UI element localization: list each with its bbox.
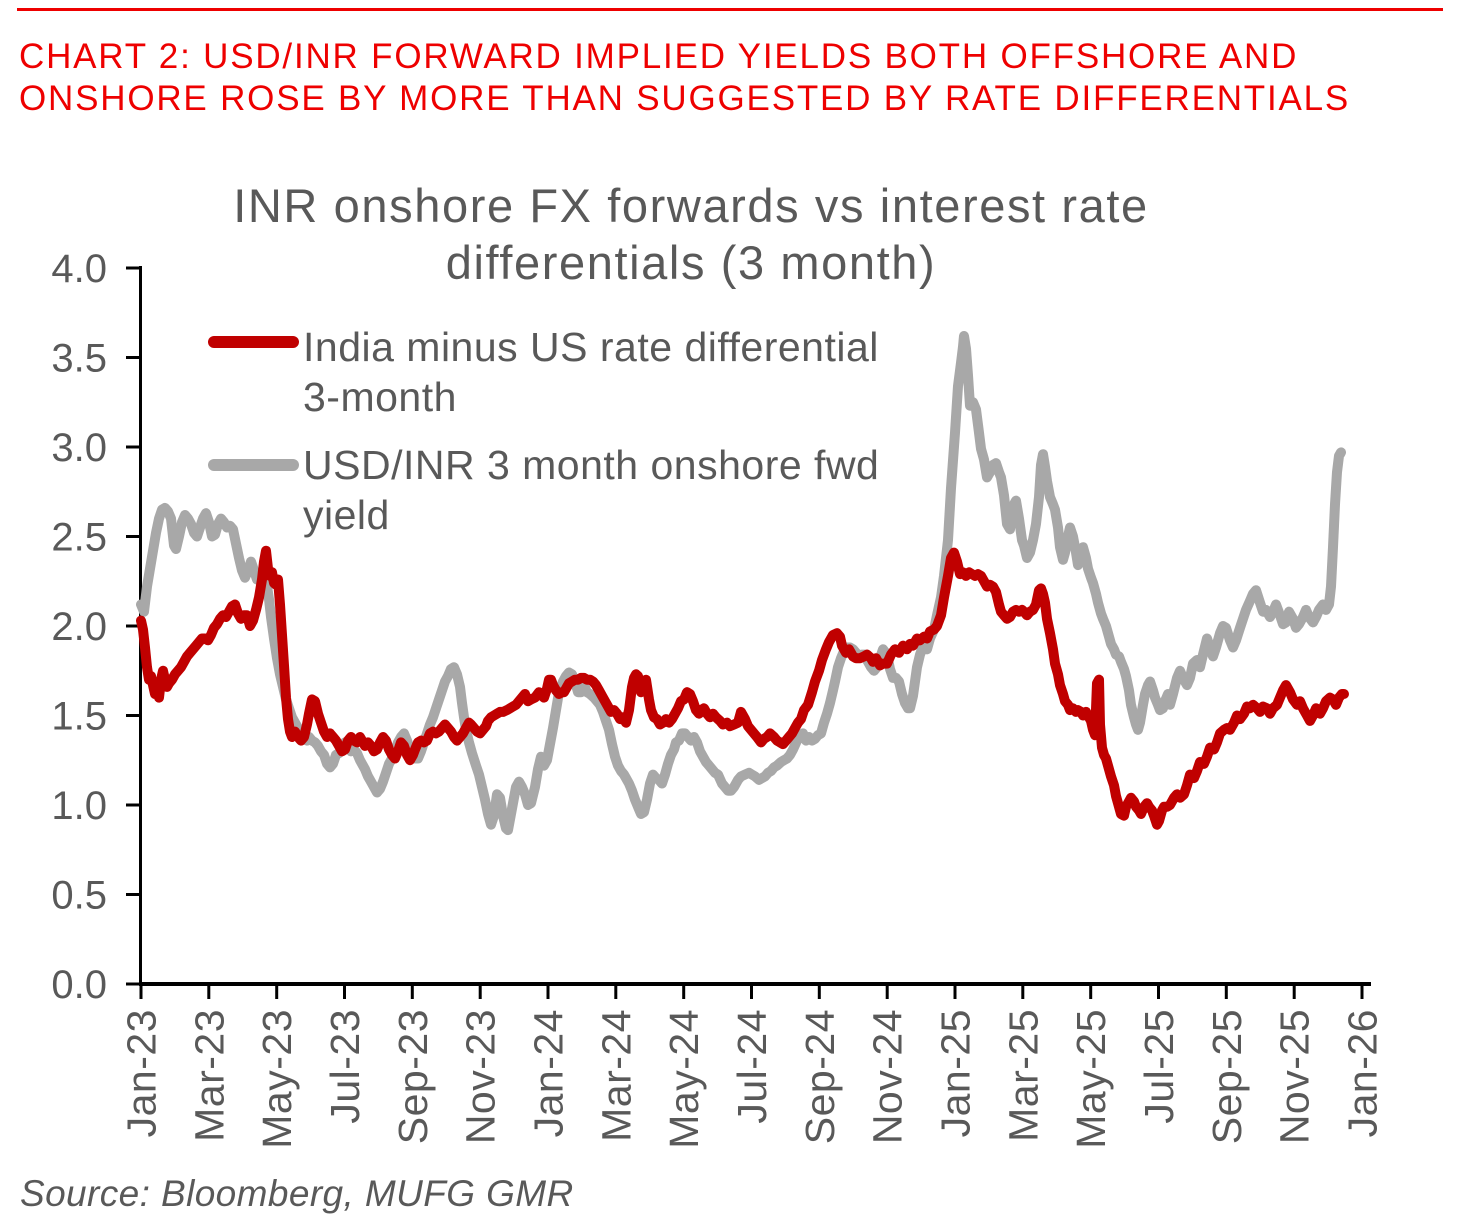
svg-text:Nov-24: Nov-24 (865, 1009, 911, 1144)
svg-text:INR onshore FX forwards vs int: INR onshore FX forwards vs interest rate (233, 179, 1149, 232)
svg-text:USD/INR 3 month onshore fwd: USD/INR 3 month onshore fwd (303, 442, 879, 488)
svg-text:2.0: 2.0 (51, 605, 107, 649)
svg-text:Jan-23: Jan-23 (119, 1009, 165, 1137)
svg-text:0.5: 0.5 (51, 874, 107, 918)
svg-text:Mar-23: Mar-23 (186, 1009, 232, 1142)
svg-text:Jan-24: Jan-24 (526, 1009, 572, 1137)
svg-text:Sep-24: Sep-24 (797, 1009, 843, 1144)
svg-text:Jan-26: Jan-26 (1340, 1009, 1386, 1137)
svg-text:differentials (3 month): differentials (3 month) (446, 236, 936, 289)
svg-text:0.0: 0.0 (51, 963, 107, 1007)
svg-text:1.5: 1.5 (51, 695, 107, 739)
svg-text:yield: yield (303, 492, 390, 538)
svg-text:Sep-23: Sep-23 (390, 1009, 436, 1144)
svg-text:Nov-25: Nov-25 (1272, 1009, 1318, 1144)
svg-text:May-23: May-23 (254, 1009, 300, 1149)
svg-text:2.5: 2.5 (51, 516, 107, 560)
svg-text:4.0: 4.0 (51, 247, 107, 291)
svg-text:Sep-25: Sep-25 (1204, 1009, 1250, 1144)
svg-text:May-24: May-24 (661, 1009, 707, 1149)
svg-text:3.0: 3.0 (51, 426, 107, 470)
svg-text:Mar-24: Mar-24 (593, 1009, 639, 1142)
svg-text:Jul-24: Jul-24 (729, 1009, 775, 1124)
svg-text:Jul-25: Jul-25 (1136, 1009, 1182, 1124)
svg-text:May-25: May-25 (1068, 1009, 1114, 1149)
svg-text:Nov-23: Nov-23 (458, 1009, 504, 1144)
svg-text:Mar-25: Mar-25 (1000, 1009, 1046, 1142)
svg-text:Jul-23: Jul-23 (322, 1009, 368, 1124)
svg-text:3-month: 3-month (303, 374, 457, 420)
svg-text:1.0: 1.0 (51, 784, 107, 828)
svg-text:India minus US rate differenti: India minus US rate differential (303, 324, 879, 370)
svg-text:3.5: 3.5 (51, 337, 107, 381)
svg-text:Jan-25: Jan-25 (933, 1009, 979, 1137)
